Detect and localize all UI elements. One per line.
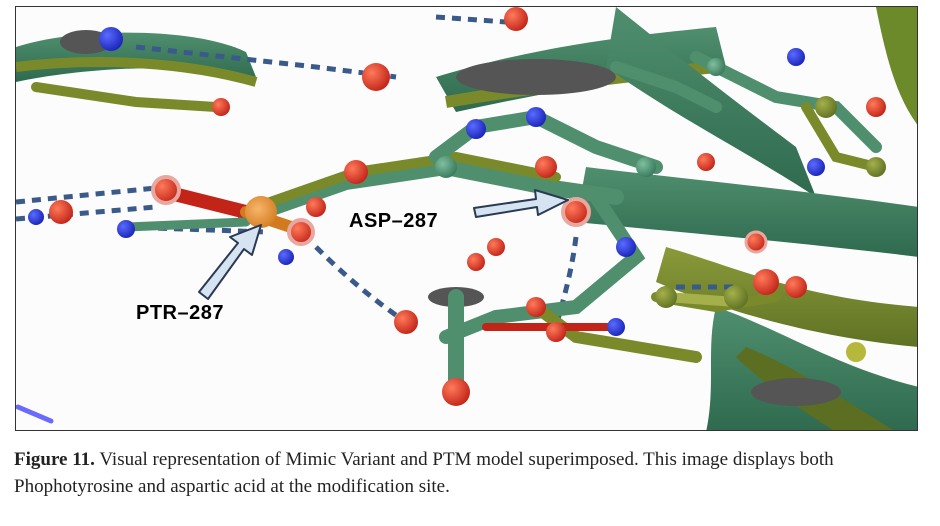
molecular-figure: PTR–287 ASP–287 <box>15 6 918 431</box>
asp-287-label: ASP–287 <box>349 210 438 232</box>
ptr-arrow <box>198 224 262 300</box>
atoms <box>28 7 886 406</box>
ptr-287-label: PTR–287 <box>136 302 224 324</box>
callout-arrows <box>198 189 569 300</box>
molecular-structure-render: PTR–287 ASP–287 <box>16 7 917 430</box>
protein-ribbons <box>16 7 917 430</box>
asp-arrow <box>473 189 569 218</box>
figure-number: Figure 11. <box>14 449 95 470</box>
stick-bonds <box>31 51 882 395</box>
figure-caption: Figure 11. Visual representation of Mimi… <box>14 446 926 500</box>
corner-bond-fragment <box>16 404 54 424</box>
caption-text: Visual representation of Mimic Variant a… <box>14 449 834 497</box>
